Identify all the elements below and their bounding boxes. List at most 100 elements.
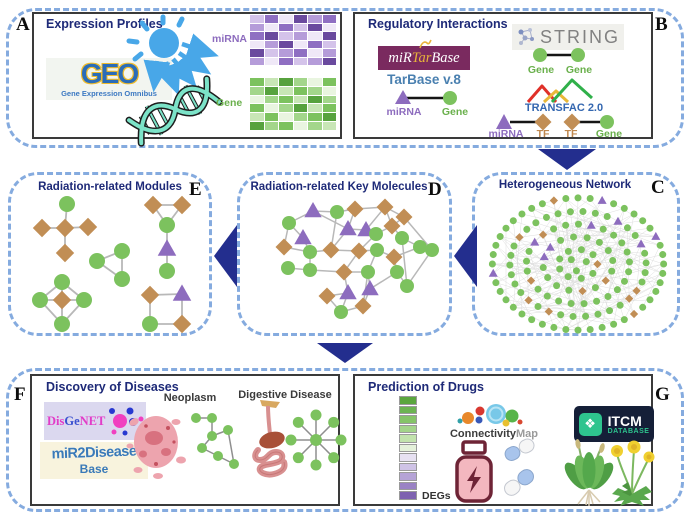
gene-node [511, 280, 519, 288]
network-edge [537, 213, 635, 290]
network-edge [578, 224, 594, 274]
gene-node [589, 251, 597, 259]
gene-node [282, 216, 296, 230]
key-molecules-network [275, 198, 439, 319]
gene-node [142, 316, 158, 332]
heatmap-cell [279, 122, 293, 130]
heatmap-cell [264, 32, 278, 40]
gene-node [229, 459, 239, 469]
network-edge [537, 278, 582, 307]
gene-node [550, 225, 558, 233]
gene-node [557, 236, 565, 244]
gene-node [660, 260, 668, 268]
gene-node [54, 274, 70, 290]
gene-node [639, 303, 647, 311]
heatmap-cell [308, 15, 322, 23]
mirtarbase-gecko-icon [419, 39, 432, 49]
mirtarbase-mir: miR [388, 49, 412, 66]
gene-node [574, 326, 582, 334]
gene-node [534, 303, 542, 311]
mirna-node [539, 252, 549, 261]
network-edge [514, 283, 532, 320]
tf-node [526, 276, 536, 285]
mirna-node [304, 202, 322, 218]
gene-node [223, 425, 233, 435]
heatmap-cell [250, 57, 264, 65]
arrow-d-to-e [214, 225, 237, 287]
modules-network [32, 195, 192, 334]
heatmap-cell [322, 57, 336, 65]
gene-node [328, 416, 340, 428]
gene-node [310, 434, 322, 446]
mirna-node [636, 239, 646, 248]
gene-node [574, 220, 582, 228]
gene-node [507, 271, 515, 279]
gene-node [593, 297, 601, 305]
gene-node [292, 452, 304, 464]
transfac-logo-icon [526, 78, 594, 104]
heatmap-cell [264, 78, 278, 86]
itcm-logo: ❖ ITCM DATABASE [574, 406, 654, 442]
tf-node [354, 297, 372, 315]
network-edge [520, 292, 523, 315]
panel-b-title: Regulatory Interactions [368, 17, 508, 31]
gene-node [613, 286, 621, 294]
heatmap-cell [308, 23, 322, 31]
gene-node [538, 200, 546, 208]
mirtarbase-tar: Tar [411, 49, 432, 66]
heatmap-cell [322, 104, 336, 113]
gene-node [159, 263, 175, 279]
panel-letter-c: C [651, 177, 665, 198]
gene-node [564, 247, 572, 255]
digestive-label: Digestive Disease [238, 389, 332, 401]
gene-node [610, 231, 618, 239]
string-network-icon [518, 28, 534, 45]
gene-node [555, 297, 563, 305]
network-edge [553, 200, 572, 304]
disgenet-logo: DisGeNET [44, 402, 147, 440]
tf-node [549, 196, 558, 205]
gene-node [507, 251, 515, 259]
pill-bottle-icon [455, 440, 493, 503]
gene-node [570, 233, 578, 241]
b-bottom-mirna-label: miRNA [488, 128, 524, 140]
heatmap-cell [250, 78, 264, 86]
pair1-mirna-label: miRNA [386, 106, 422, 118]
heatmap-cell [250, 15, 264, 23]
digestive-tract-icon [252, 400, 288, 478]
network-edge [544, 234, 614, 258]
network-edge [493, 273, 579, 331]
tf-node [629, 309, 639, 319]
gene-node [197, 443, 207, 453]
heatmap-cell [250, 113, 264, 122]
mirna-gene-edge [395, 90, 457, 105]
degs-cell [399, 396, 417, 405]
gene-node [610, 200, 618, 208]
string-logo: STRING [512, 24, 624, 50]
gene-node [492, 279, 500, 287]
mirna-node [651, 231, 661, 240]
gene-node [618, 239, 626, 247]
gene-node [603, 213, 611, 221]
gene-node [492, 241, 500, 249]
heatmap-cell [279, 113, 293, 122]
panel-letter-d: D [428, 179, 442, 200]
connectivitymap-bubbles-icon [457, 404, 523, 427]
gene-node [502, 224, 510, 232]
gene-node [562, 325, 570, 333]
itcm-database-text: DATABASE [607, 427, 650, 435]
heatmap-cell [279, 57, 293, 65]
network-edge [531, 208, 656, 237]
connectivitymap-connectivity: Connectivity [449, 428, 516, 440]
tf-node [376, 198, 394, 216]
connectivitymap-text: ConnectivityMap [444, 428, 544, 440]
gene-heatmap [250, 78, 336, 130]
gene-node [207, 431, 217, 441]
tf-node [346, 200, 364, 218]
tf-node [383, 217, 401, 235]
gene-node [623, 248, 631, 256]
gene-node [582, 258, 590, 266]
gene-node [566, 208, 574, 216]
heatmap-cell [250, 104, 264, 113]
degs-cell [399, 415, 417, 424]
